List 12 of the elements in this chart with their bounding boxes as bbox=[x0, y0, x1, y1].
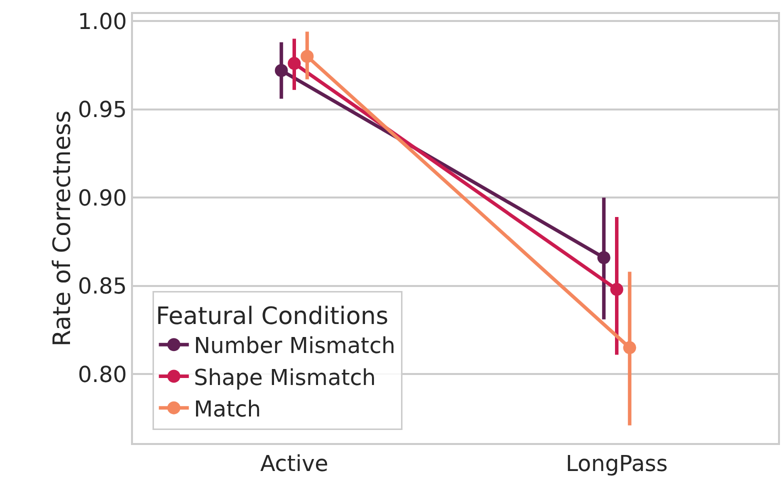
x-tick-label: LongPass bbox=[566, 452, 668, 478]
y-tick-label: 0.90 bbox=[78, 186, 127, 212]
x-tick-label: Active bbox=[260, 452, 328, 478]
legend-label: Shape Mismatch bbox=[194, 366, 376, 391]
y-tick-label: 0.80 bbox=[78, 362, 127, 388]
y-axis-title: Rate of Correctness bbox=[48, 110, 76, 347]
y-tick-label: 1.00 bbox=[78, 10, 127, 35]
y-tick-label: 0.95 bbox=[78, 98, 127, 124]
y-tick-label: 0.85 bbox=[78, 274, 127, 300]
legend-label: Match bbox=[194, 397, 261, 422]
legend-title: Featural Conditions bbox=[156, 302, 388, 330]
legend-label: Number Mismatch bbox=[194, 334, 396, 360]
